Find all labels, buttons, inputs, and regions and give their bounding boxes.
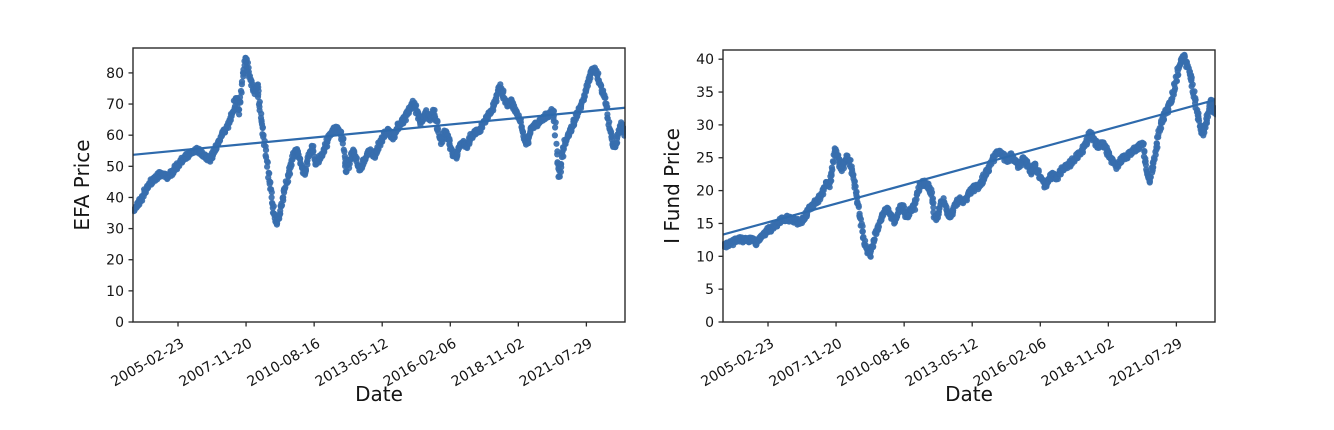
y-tick-label: 20: [696, 184, 714, 200]
efa-price-chart: 010203040506070802005-02-232007-11-20201…: [70, 47, 626, 406]
y-tick-label: 0: [115, 315, 124, 331]
x-axis-label: Date: [355, 382, 403, 406]
y-tick-label: 40: [106, 190, 124, 206]
y-tick-label: 70: [106, 97, 124, 113]
y-axis-label: EFA Price: [70, 139, 94, 230]
x-tick-label: 2010-08-16: [245, 336, 324, 391]
x-tick-label: 2005-02-23: [109, 336, 187, 391]
y-tick-label: 5: [705, 282, 714, 298]
y-tick-label: 40: [696, 52, 714, 68]
y-tick-label: 10: [696, 249, 714, 265]
y-tick-label: 30: [696, 118, 714, 134]
y-tick-label: 80: [106, 66, 124, 82]
x-tick-label: 2010-08-16: [835, 336, 914, 391]
i-fund-daily-price-series: [722, 51, 1216, 260]
x-tick-label: 2021-07-29: [1107, 336, 1185, 391]
y-tick-label: 0: [705, 315, 714, 331]
y-tick-label: 10: [106, 284, 124, 300]
y-axis-label: I Fund Price: [660, 128, 684, 244]
plot-box: [132, 47, 626, 323]
x-tick-label: 2005-02-23: [699, 336, 777, 391]
plot-box: [722, 49, 1216, 323]
y-tick-label: 30: [106, 222, 124, 238]
y-tick-label: 20: [106, 253, 124, 269]
efa-daily-price-series: [132, 54, 626, 228]
y-tick-label: 35: [696, 85, 714, 101]
trend-line: [722, 98, 1216, 236]
y-tick-label: 25: [696, 151, 714, 167]
x-tick-label: 2007-11-20: [177, 336, 255, 391]
trend-line: [132, 106, 626, 156]
x-tick-label: 2018-11-02: [1039, 336, 1117, 391]
i-fund-price-chart: 0 5 10 15 20 25 30 35 40 2005-02-232007-11-202010…: [660, 49, 1216, 406]
x-axis-label: Date: [945, 382, 993, 406]
x-tick-label: 2018-11-02: [449, 336, 527, 391]
x-tick-label: 2021-07-29: [517, 336, 595, 391]
x-tick-label: 2007-11-20: [767, 336, 845, 391]
y-tick-label: 60: [106, 128, 124, 144]
y-tick-label: 50: [106, 159, 124, 175]
y-tick-label: 15: [696, 216, 714, 232]
